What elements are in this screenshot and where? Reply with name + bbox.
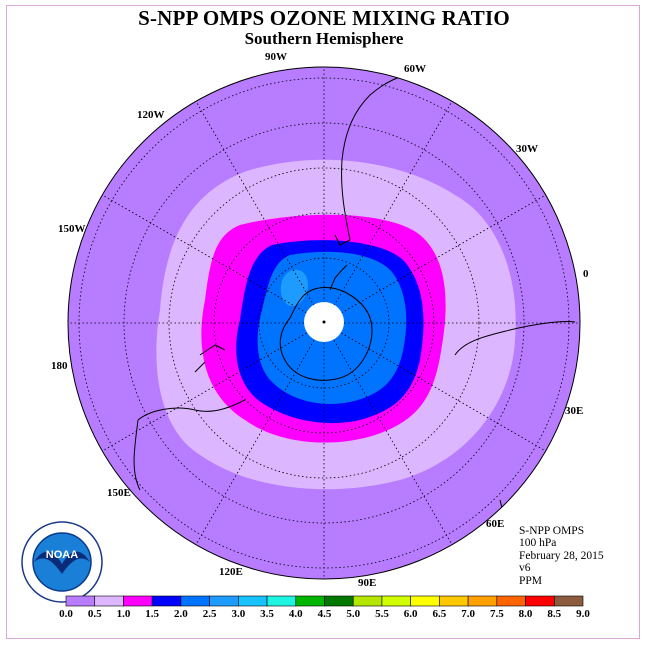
meridian-line: [333, 101, 453, 306]
pole-dot: [322, 320, 326, 324]
meridian-line: [102, 332, 307, 452]
info-version: v6: [519, 562, 531, 575]
lon-label-30w: 30W: [516, 143, 538, 155]
lon-label-150w: 150W: [58, 223, 86, 235]
colorbar-tick-label: 1.5: [145, 608, 160, 620]
colorbar-tick-label: 7.0: [461, 608, 475, 620]
colorbar-tick-label: 3.0: [231, 608, 246, 620]
info-level: 100 hPa: [519, 537, 557, 550]
lon-label-120e: 120E: [219, 566, 243, 578]
coastlines: [133, 71, 576, 536]
meridian-line: [195, 101, 315, 306]
info-instrument: S-NPP OMPS: [519, 525, 585, 537]
meridian-line: [333, 340, 453, 545]
colorbar-tick-label: 4.5: [317, 608, 332, 620]
lon-label-180: 180: [51, 360, 68, 372]
colorbar-tick-label: 1.0: [116, 608, 131, 620]
lon-label-90w: 90W: [265, 51, 287, 63]
noaa-logo-text: NOAA: [46, 549, 78, 561]
colorbar-tick-label: 2.0: [174, 608, 188, 620]
figure-frame: [6, 5, 640, 639]
colorbar-tick-label: 2.5: [202, 608, 217, 620]
colorbar-tick-label: 7.5: [489, 608, 504, 620]
lon-label-150e: 150E: [107, 487, 131, 499]
colorbar-tick-label: 0.5: [87, 608, 102, 620]
colorbar-tick-label: 8.5: [547, 608, 562, 620]
chart-subtitle: Southern Hemisphere: [244, 29, 404, 48]
meridian-line: [102, 194, 307, 314]
colorbar-tick-label: 6.0: [403, 608, 418, 620]
colorbar-tick-label: 9.0: [576, 608, 590, 620]
info-date: February 28, 2015: [519, 549, 604, 562]
noaa-logo: NOAA: [21, 521, 103, 603]
info-units: PPM: [519, 574, 543, 587]
lon-label-120w: 120W: [137, 109, 165, 121]
colorbar-tick-label: 3.5: [260, 608, 274, 620]
meridian-line: [341, 332, 546, 452]
lon-label-90e: 90E: [358, 577, 377, 589]
meridian-line: [341, 194, 546, 314]
lon-label-60w: 60W: [404, 63, 426, 75]
lon-label-0: 0: [583, 268, 589, 280]
meridian-line: [195, 340, 315, 545]
colorbar-tick-label: 0.0: [59, 608, 73, 620]
info-block: S-NPP OMPS 100 hPa February 28, 2015 v6 …: [519, 525, 604, 587]
chart-title: S-NPP OMPS OZONE MIXING RATIO: [138, 6, 510, 30]
colorbar-tick-label: 5.0: [346, 608, 361, 620]
lon-label-60e: 60E: [486, 518, 505, 530]
colorbar-tick-label: 5.5: [375, 608, 389, 620]
meridians: [68, 67, 580, 579]
map-border: [67, 66, 581, 580]
colorbar-tick-label: 8.0: [518, 608, 533, 620]
contour-2p5-3p0: [280, 269, 308, 307]
colorbar-tick-label: 4.0: [288, 608, 303, 620]
lon-label-30e: 30E: [565, 405, 584, 417]
colorbar-tick-label: 6.5: [432, 608, 447, 620]
